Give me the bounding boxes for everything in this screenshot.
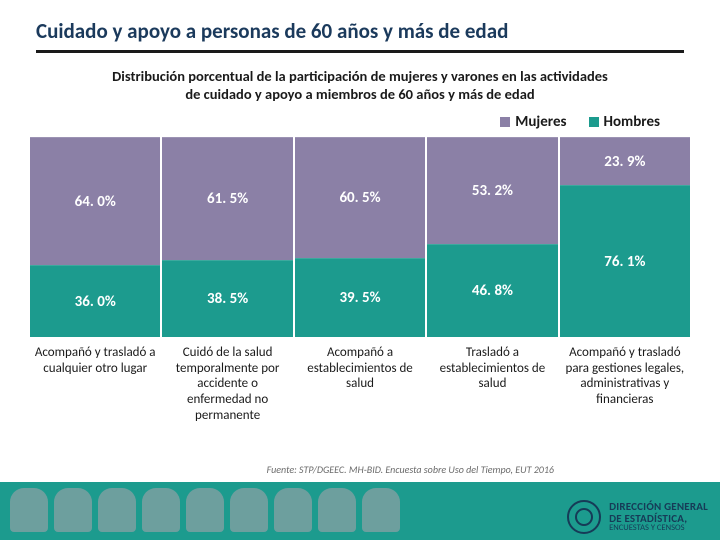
legend-label-hombres: Hombres: [604, 113, 660, 131]
legend-item-hombres: Hombres: [589, 113, 660, 131]
bar-column: 60. 5%39. 5%: [295, 137, 425, 337]
bar-segment-mujeres: 23. 9%: [560, 137, 690, 185]
bar-column: 23. 9%76. 1%: [560, 137, 690, 337]
bar-segment-hombres: 39. 5%: [295, 258, 425, 337]
bar-segment-hombres: 46. 8%: [427, 244, 557, 338]
category-label: Trasladó a establecimientos de salud: [427, 345, 557, 423]
org-text: DIRECCIÓN GENERAL DE ESTADÍSTICA, ENCUES…: [609, 501, 708, 533]
seal-icon: [567, 500, 601, 534]
bar-segment-mujeres: 53. 2%: [427, 137, 557, 243]
legend-swatch-mujeres: [500, 117, 510, 127]
bar-column: 61. 5%38. 5%: [162, 137, 292, 337]
org-line: ENCUESTAS Y CENSOS: [609, 524, 708, 533]
chart-legend: Mujeres Hombres: [0, 109, 720, 137]
bar-segment-mujeres: 64. 0%: [30, 137, 160, 265]
bar-column: 53. 2%46. 8%: [427, 137, 557, 337]
people-icon: [142, 488, 180, 532]
people-icon: [362, 488, 400, 532]
bar-segment-mujeres: 61. 5%: [162, 137, 292, 260]
chart-subtitle: Distribución porcentual de la participac…: [0, 53, 720, 109]
legend-label-mujeres: Mujeres: [515, 113, 566, 131]
org-branding: DIRECCIÓN GENERAL DE ESTADÍSTICA, ENCUES…: [567, 500, 708, 534]
bar-segment-hombres: 36. 0%: [30, 265, 160, 337]
people-icon: [318, 488, 356, 532]
people-icon: [10, 488, 48, 532]
category-label: Cuidó de la salud temporalmente por acci…: [162, 345, 292, 423]
legend-swatch-hombres: [589, 117, 599, 127]
people-icon: [274, 488, 312, 532]
org-line: DIRECCIÓN GENERAL: [609, 501, 708, 513]
people-icon: [186, 488, 224, 532]
people-icon: [54, 488, 92, 532]
category-label: Acompañó y trasladó a cualquier otro lug…: [30, 345, 160, 423]
category-axis: Acompañó y trasladó a cualquier otro lug…: [0, 337, 720, 423]
people-icon: [98, 488, 136, 532]
footer-icons: [10, 488, 400, 532]
stacked-bar-chart: 64. 0%36. 0%61. 5%38. 5%60. 5%39. 5%53. …: [0, 137, 720, 337]
category-label: Acompañó y trasladó para gestiones legal…: [560, 345, 690, 423]
bar-segment-mujeres: 60. 5%: [295, 137, 425, 258]
page-title: Cuidado y apoyo a personas de 60 años y …: [0, 0, 720, 50]
source-text: Fuente: STP/DGEEC. MH-BID. Encuesta sobr…: [267, 463, 554, 476]
bar-segment-hombres: 38. 5%: [162, 260, 292, 337]
legend-item-mujeres: Mujeres: [500, 113, 566, 131]
bar-segment-hombres: 76. 1%: [560, 185, 690, 337]
people-icon: [230, 488, 268, 532]
bar-column: 64. 0%36. 0%: [30, 137, 160, 337]
category-label: Acompañó a establecimientos de salud: [295, 345, 425, 423]
